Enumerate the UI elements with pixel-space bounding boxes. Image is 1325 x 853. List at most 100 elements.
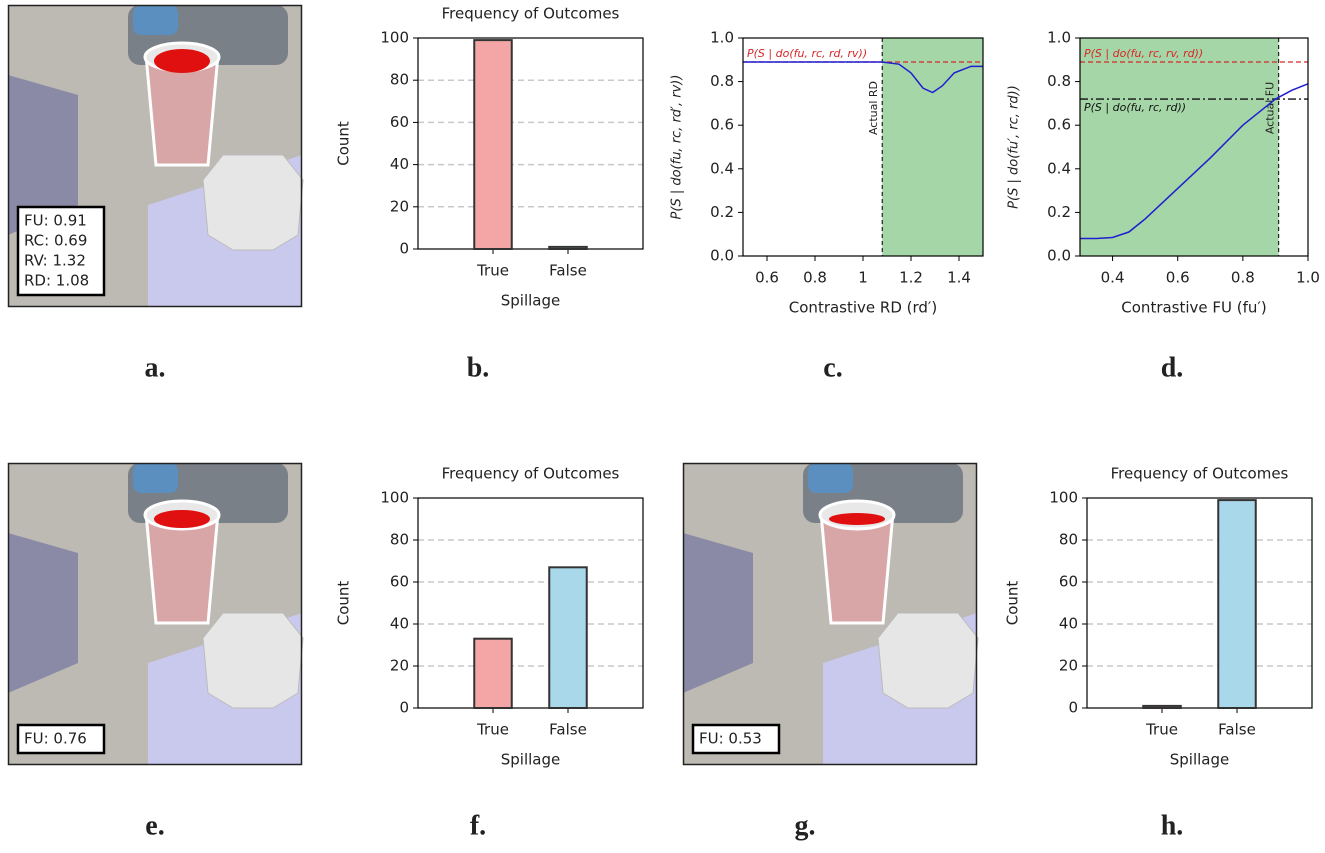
line-series (743, 61, 983, 94)
y-tick-label: 80 (390, 531, 409, 549)
plot-frame (1079, 37, 1309, 257)
bar (1142, 704, 1182, 710)
y-tick-label: 20 (390, 197, 409, 215)
y-axis-label: P(S | do(fu′, rc, rd)) (1007, 85, 1022, 209)
y-tick-label: 100 (380, 29, 409, 47)
x-axis-label: Contrastive FU (fu′) (1121, 299, 1266, 317)
balls (154, 49, 210, 73)
x-tick-label: 0.8 (803, 269, 827, 287)
hline-label: P(S | do(fu, rc, rv, rd)) (1084, 47, 1203, 60)
panel-label: g. (795, 810, 816, 841)
bowl (202, 154, 304, 251)
plot-frame (1086, 497, 1313, 709)
overlay-box (691, 723, 781, 755)
x-tick-label: 0.8 (1231, 269, 1255, 287)
shaded-region (882, 38, 983, 256)
y-tick-label: 0.0 (710, 247, 734, 265)
x-tick-label: True (1145, 721, 1178, 739)
y-tick-label: 0.8 (1047, 72, 1071, 90)
y-tick-label: 20 (1059, 657, 1078, 675)
overlay-box (16, 205, 106, 297)
bar (548, 245, 588, 250)
y-tick-label: 40 (390, 615, 409, 633)
scene-image: FU: 0.76 (7, 462, 304, 766)
y-tick-label: 1.0 (1047, 29, 1071, 47)
table-block (8, 75, 78, 235)
y-tick-label: 0.6 (710, 116, 734, 134)
balls (154, 510, 210, 528)
bowl (877, 612, 979, 709)
x-tick-label: False (549, 262, 587, 280)
x-tick-label: False (1218, 721, 1256, 739)
y-tick-label: 0 (1068, 699, 1078, 717)
plot-frame (742, 37, 984, 257)
bowl (202, 612, 304, 709)
y-tick-label: 60 (390, 573, 409, 591)
y-tick-label: 1.0 (710, 29, 734, 47)
y-axis-label: Count (335, 581, 353, 626)
panel-label: a. (145, 352, 166, 383)
x-axis-label: Spillage (1170, 751, 1230, 769)
robot-joint (133, 5, 178, 35)
y-tick-label: 40 (1059, 615, 1078, 633)
y-tick-label: 0.0 (1047, 247, 1071, 265)
table-block (8, 533, 78, 693)
x-tick-label: 1.0 (1296, 269, 1320, 287)
y-tick-label: 100 (1049, 489, 1078, 507)
table-block (683, 533, 753, 693)
overlay-text: RC: 0.69 (24, 232, 87, 250)
y-tick-label: 60 (1059, 573, 1078, 591)
y-tick-label: 60 (390, 113, 409, 131)
chart-title: Frequency of Outcomes (442, 5, 620, 23)
scene-image: FU: 0.53 (682, 462, 979, 766)
shaded-region (1080, 38, 1279, 256)
y-tick-label: 0.2 (1047, 203, 1071, 221)
y-tick-label: 100 (380, 489, 409, 507)
y-tick-label: 0 (399, 699, 409, 717)
x-tick-label: 1 (858, 269, 868, 287)
x-tick-label: False (549, 721, 587, 739)
x-tick-label: 1.4 (947, 269, 971, 287)
overlay-text: FU: 0.76 (24, 730, 87, 748)
y-tick-label: 0.4 (710, 159, 734, 177)
line-series (1080, 83, 1309, 240)
y-axis-label: P(S | do(fu, rc, rd′, rv)) (670, 75, 685, 220)
plot-frame (417, 37, 644, 250)
x-axis-label: Contrastive RD (rd′) (789, 299, 937, 317)
y-axis-label: Count (335, 121, 353, 166)
image-border (682, 462, 978, 766)
panel-label: e. (145, 810, 164, 841)
y-tick-label: 40 (390, 155, 409, 173)
x-tick-label: True (476, 262, 509, 280)
robot-joint (808, 463, 853, 493)
plot-frame (417, 497, 644, 709)
overlay-text: FU: 0.53 (699, 730, 762, 748)
bar (473, 637, 513, 710)
bar (1217, 499, 1257, 709)
y-axis-label: Count (1004, 581, 1022, 626)
balls (829, 513, 885, 525)
chart-title: Frequency of Outcomes (442, 465, 620, 483)
y-tick-label: 20 (390, 657, 409, 675)
y-tick-label: 0.8 (710, 72, 734, 90)
chart-title: Frequency of Outcomes (1111, 465, 1289, 483)
vline-label: Actual FU (1264, 82, 1277, 134)
panel-label: b. (467, 352, 490, 383)
x-axis-label: Spillage (501, 751, 561, 769)
panel-label: c. (823, 352, 842, 383)
y-tick-label: 80 (1059, 531, 1078, 549)
overlay-text: RD: 1.08 (24, 272, 89, 290)
panel-label: f. (470, 810, 486, 841)
x-tick-label: 0.4 (1101, 269, 1125, 287)
x-tick-label: 0.6 (755, 269, 779, 287)
bar (548, 566, 588, 709)
x-tick-label: 0.6 (1166, 269, 1190, 287)
vline-label: Actual RD (867, 81, 880, 135)
y-tick-label: 0.2 (710, 203, 734, 221)
overlay-text: RV: 1.32 (24, 252, 86, 270)
y-tick-label: 0 (399, 240, 409, 258)
y-tick-label: 0.4 (1047, 159, 1071, 177)
hline-label: P(S | do(fu, rc, rd)) (1084, 101, 1186, 114)
